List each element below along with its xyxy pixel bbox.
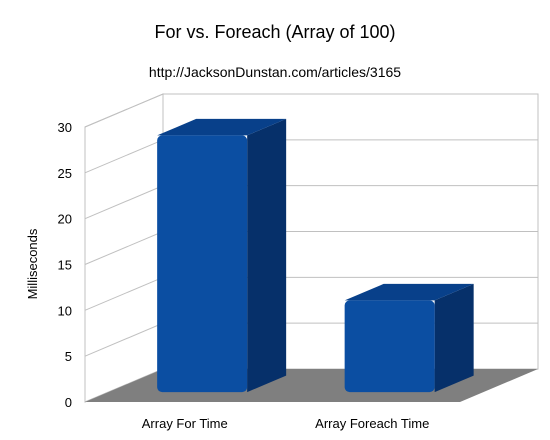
y-tick-label: 0 xyxy=(65,395,72,410)
y-tick-label: 25 xyxy=(58,166,72,181)
bar-top-face xyxy=(344,283,474,301)
y-axis-title: Milliseconds xyxy=(25,228,40,299)
y-tick-label: 10 xyxy=(58,303,72,318)
y-axis-ticks: 0 5 10 15 20 25 30 xyxy=(58,120,72,410)
y-tick-label: 15 xyxy=(58,258,72,273)
bar-1 xyxy=(157,118,287,393)
bar-side-face xyxy=(434,283,474,393)
bar-front-face xyxy=(157,135,248,393)
chart-subtitle: http://JacksonDunstan.com/articles/3165 xyxy=(149,64,401,80)
x-axis-ticks: Array For Time Array Foreach Time xyxy=(142,416,430,431)
bar-top-face xyxy=(157,118,287,136)
bar-2 xyxy=(344,283,474,393)
y-tick-label: 20 xyxy=(58,212,72,227)
y-tick-label: 30 xyxy=(58,120,72,135)
bar-front-face xyxy=(344,300,435,393)
chart-bars xyxy=(157,118,474,393)
gridline xyxy=(84,93,538,128)
chart-title: For vs. Foreach (Array of 100) xyxy=(154,22,395,42)
x-tick-label: Array For Time xyxy=(142,416,228,431)
bar-side-face xyxy=(247,118,287,393)
y-tick-label: 5 xyxy=(65,349,72,364)
x-tick-label: Array Foreach Time xyxy=(315,416,429,431)
